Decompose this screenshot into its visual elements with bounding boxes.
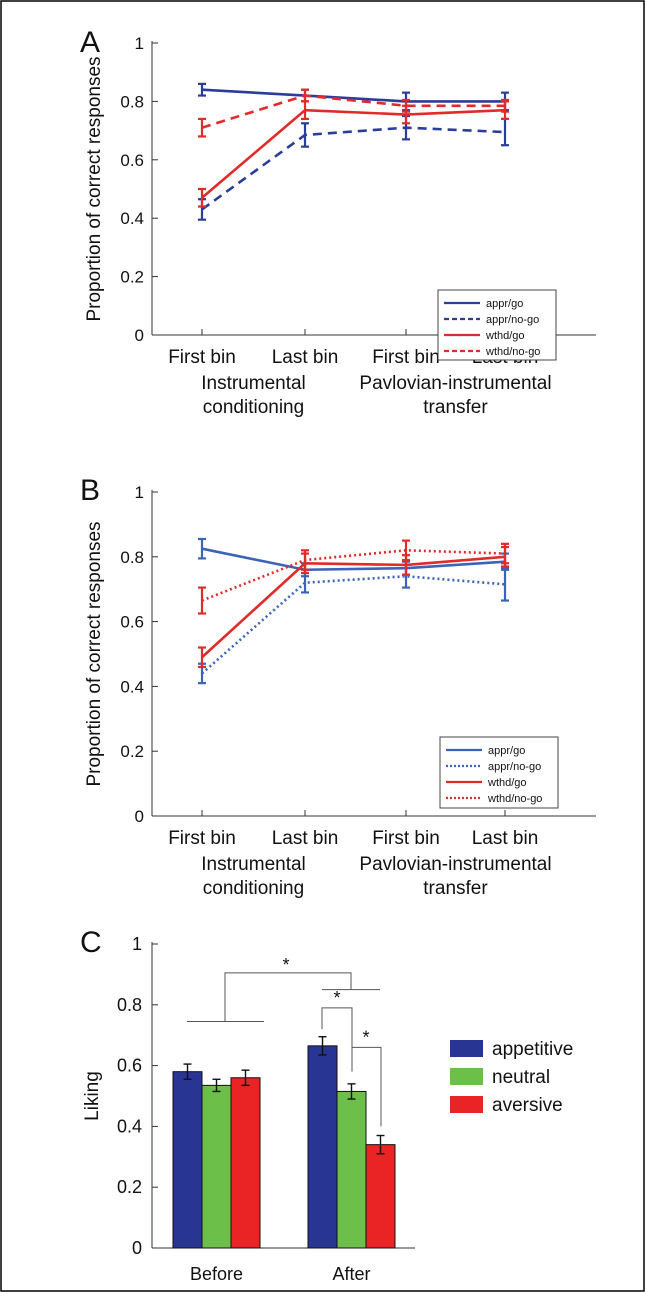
y-axis-label: Liking <box>82 1071 103 1121</box>
legend-label: neutral <box>492 1067 550 1088</box>
x-tick-label: First bin <box>168 828 236 849</box>
legend: appr/go appr/no-go wthd/go wthd/no-go <box>437 289 557 361</box>
y-tick-label: 1 <box>132 934 142 954</box>
bracket-group <box>224 972 352 1022</box>
y-tick-label: 0 <box>132 1238 142 1258</box>
series-line <box>201 94 505 129</box>
panel-c: C 0 0.2 0.4 0.6 0.8 1 Liking Before After * * * appet… <box>80 926 573 1284</box>
x-group-label-line: conditioning <box>203 397 304 418</box>
y-tick-label: 0.4 <box>120 677 144 696</box>
bracket-neu-ave <box>351 1046 382 1127</box>
panel-label: B <box>80 474 100 507</box>
y-tick-label: 0.2 <box>120 742 144 761</box>
bar-neutral <box>201 1084 232 1249</box>
y-tick-label: 0 <box>135 326 144 345</box>
series-wthd-go <box>198 100 509 208</box>
y-tick-label: 0.6 <box>120 151 144 170</box>
legend-label: wthd/no-go <box>487 793 542 805</box>
series-line <box>201 549 506 602</box>
y-tick-label: 1 <box>135 34 144 53</box>
y-tick-label: 0.6 <box>120 613 144 632</box>
bar-aversive <box>365 1144 396 1249</box>
y-tick-label: 0.2 <box>117 1177 142 1197</box>
y-axis-label: Proportion of correct responses <box>84 56 105 321</box>
x-tick-label: First bin <box>372 828 440 849</box>
series-appr-go <box>198 82 509 112</box>
x-group-label-line: Instrumental <box>201 854 306 875</box>
x-group-label-line: Pavlovian-instrumental <box>359 854 551 875</box>
legend-label: appr/go <box>486 298 523 310</box>
bar-aversive <box>230 1077 261 1249</box>
legend-label: wthd/go <box>485 330 525 342</box>
x-tick-label: Last bin <box>472 828 539 849</box>
legend-label: wthd/go <box>487 777 527 789</box>
panel-label: A <box>80 26 100 59</box>
x-tick-label: After <box>332 1264 370 1284</box>
y-tick-label: 0.6 <box>117 1056 142 1076</box>
x-group-label-line: Pavlovian-instrumental <box>359 373 551 394</box>
y-tick-label: 0.4 <box>117 1116 142 1136</box>
series-wthd-no-go <box>198 539 509 615</box>
y-tick-label: 0.8 <box>120 548 144 567</box>
series-line <box>201 88 505 103</box>
significance-star: * <box>333 988 340 1008</box>
x-tick-label: Before <box>190 1264 243 1284</box>
x-group-label: Pavlovian-instrumental transfer <box>359 373 551 418</box>
legend-swatch <box>450 1040 483 1057</box>
bar-appetitive <box>307 1045 338 1249</box>
y-tick-label: 0.4 <box>120 209 144 228</box>
panel-b: B 0 0.2 0.4 0.6 0.8 1 Proportion of correct res… <box>80 474 596 899</box>
series-wthd-no-go <box>198 88 509 138</box>
x-group-label-line: Instrumental <box>201 373 306 394</box>
series-line <box>201 126 506 211</box>
x-group-label: Instrumental conditioning <box>201 854 306 899</box>
x-group-label: Pavlovian-instrumental transfer <box>359 854 551 899</box>
x-group-label-line: transfer <box>423 397 488 418</box>
bar-appetitive <box>172 1071 203 1249</box>
legend-label: appr/no-go <box>488 761 541 773</box>
x-group-label-line: conditioning <box>203 878 304 899</box>
y-tick-label: 0.8 <box>117 995 142 1015</box>
legend-box <box>437 289 557 361</box>
y-tick-label: 0.2 <box>120 268 144 287</box>
y-axis-label: Proportion of correct responses <box>84 521 105 786</box>
panel-label: C <box>80 926 102 959</box>
x-tick-label: Last bin <box>272 347 339 368</box>
series-appr-go <box>198 537 509 578</box>
series-appr-no-go <box>198 114 509 221</box>
bracket-app-neu <box>321 1007 353 1072</box>
legend-label: aversive <box>492 1095 563 1116</box>
legend-label: wthd/no-go <box>485 346 540 358</box>
series-line <box>201 108 506 199</box>
legend-swatch <box>450 1068 483 1085</box>
legend-label: appr/go <box>488 745 525 757</box>
legend-swatch <box>450 1096 483 1113</box>
legend: appetitive neutral aversive <box>450 1039 573 1116</box>
series-line <box>201 547 506 572</box>
series-line <box>201 574 506 675</box>
x-tick-label: First bin <box>372 347 440 368</box>
y-tick-label: 0 <box>135 807 144 826</box>
legend-label: appetitive <box>492 1039 573 1060</box>
legend-label: appr/no-go <box>486 314 539 326</box>
x-tick-label: First bin <box>168 347 236 368</box>
bar-neutral <box>336 1090 367 1249</box>
significance-star: * <box>362 1027 369 1047</box>
y-tick-label: 0.8 <box>120 92 144 111</box>
legend: appr/go appr/no-go wthd/go wthd/no-go <box>439 736 559 809</box>
x-group-label: Instrumental conditioning <box>201 373 306 418</box>
legend-box <box>439 736 559 809</box>
series-line <box>201 555 506 659</box>
panel-a: A 0 0.2 0.4 0.6 0.8 1 Proportion of correct res… <box>80 26 596 418</box>
significance-star: * <box>282 955 289 975</box>
x-tick-label: Last bin <box>272 828 339 849</box>
y-tick-label: 1 <box>135 483 144 502</box>
significance-brackets: * * * <box>187 955 382 1127</box>
x-group-label-line: transfer <box>423 878 488 899</box>
